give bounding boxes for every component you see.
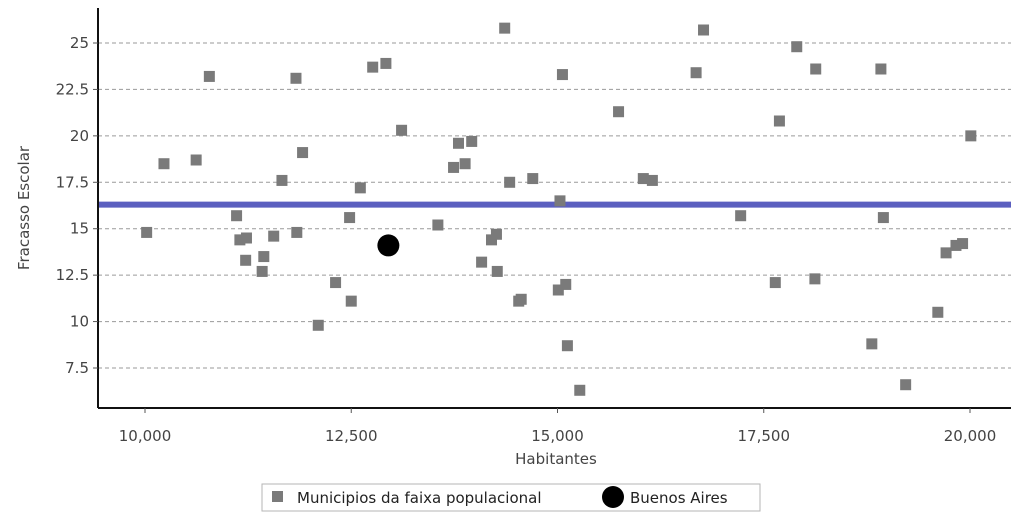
- municipio-point: [276, 174, 288, 186]
- municipio-point: [791, 41, 803, 53]
- legend-circle-marker: [602, 486, 624, 508]
- municipio-point: [234, 234, 246, 246]
- municipio-point: [432, 219, 444, 231]
- municipio-point: [476, 256, 488, 268]
- y-tick-label: 10: [70, 313, 89, 331]
- municipio-point: [486, 234, 497, 246]
- municipio-point: [396, 124, 408, 136]
- y-tick-labels: 7.5 10 12.5 15 17.5 20 22.5 25: [56, 34, 98, 377]
- municipio-point: [690, 67, 702, 79]
- municipio-point: [268, 230, 280, 242]
- x-tick-label: 15,000: [531, 427, 584, 445]
- municipio-point: [574, 384, 586, 396]
- municipio-point: [291, 226, 303, 238]
- municipio-point: [354, 182, 366, 194]
- municipio-point: [637, 173, 649, 185]
- legend-label-buenos-aires: Buenos Aires: [630, 489, 728, 507]
- municipio-point: [877, 212, 889, 224]
- municipio-point: [297, 147, 309, 159]
- municipio-point: [203, 70, 215, 82]
- municipio-point: [810, 63, 822, 75]
- y-tick-label: 20: [70, 127, 89, 145]
- municipio-point: [344, 212, 356, 224]
- municipio-point: [504, 176, 516, 188]
- municipio-point: [613, 106, 625, 118]
- municipio-point: [345, 295, 357, 307]
- municipio-point: [561, 340, 573, 352]
- buenos-aires-point: [377, 234, 400, 257]
- municipio-point: [552, 284, 564, 296]
- municipio-point: [312, 319, 324, 331]
- y-tick-label: 7.5: [65, 359, 89, 377]
- municipio-point: [499, 22, 511, 34]
- municipio-point: [240, 254, 252, 266]
- x-tick-label: 17,500: [738, 427, 791, 445]
- municipio-point: [459, 158, 471, 170]
- x-tick-labels: 10,000 12,500 15,000 17,500 20,000: [119, 408, 997, 445]
- y-tick-label: 12.5: [56, 266, 89, 284]
- municipio-point: [957, 238, 969, 250]
- data-points: [141, 22, 977, 396]
- legend-box: [261, 483, 761, 512]
- municipio-point: [900, 379, 912, 391]
- municipio-point: [330, 277, 342, 289]
- municipio-point: [491, 265, 503, 277]
- axes: [97, 8, 1011, 409]
- municipio-point: [698, 24, 710, 36]
- y-tick-label: 15: [70, 220, 89, 238]
- municipio-point: [769, 277, 781, 289]
- grid-lines: [98, 42, 1011, 369]
- municipio-point: [231, 210, 243, 222]
- municipio-point: [554, 195, 566, 207]
- legend-label-municipios: Municipios da faixa populacional: [297, 489, 542, 507]
- municipio-point: [258, 251, 270, 263]
- municipio-point: [940, 247, 952, 259]
- municipio-point: [965, 130, 977, 142]
- municipio-point: [875, 63, 887, 75]
- x-tick-label: 12,500: [325, 427, 378, 445]
- municipio-point: [141, 226, 153, 238]
- municipio-point: [809, 273, 821, 285]
- municipio-point: [932, 306, 944, 318]
- x-axis-title: Habitantes: [515, 450, 597, 468]
- x-tick-label: 10,000: [119, 427, 172, 445]
- legend: Municipios da faixa populacional Buenos …: [261, 483, 761, 512]
- municipio-point: [556, 69, 568, 81]
- municipio-point: [448, 161, 460, 173]
- municipio-point: [380, 57, 392, 69]
- municipio-point: [190, 154, 202, 166]
- municipio-point: [866, 338, 878, 350]
- municipio-point: [453, 137, 464, 149]
- y-tick-label: 17.5: [56, 173, 89, 191]
- municipio-point: [367, 61, 379, 73]
- municipio-point: [240, 232, 252, 244]
- municipio-point: [735, 210, 747, 222]
- legend-square-marker: [272, 491, 283, 502]
- municipio-point: [256, 265, 268, 277]
- municipio-point: [515, 293, 527, 305]
- municipio-point: [950, 239, 962, 251]
- y-tick-label: 25: [70, 34, 89, 52]
- x-tick-label: 20,000: [944, 427, 997, 445]
- municipio-point: [527, 173, 539, 185]
- municipio-point: [466, 135, 478, 147]
- municipio-point: [290, 72, 302, 84]
- municipio-point: [646, 174, 658, 186]
- y-tick-label: 22.5: [56, 80, 89, 98]
- municipio-point: [490, 228, 502, 240]
- y-axis-title: Fracasso Escolar: [15, 145, 33, 270]
- municipio-point: [158, 158, 170, 170]
- municipio-point: [560, 278, 572, 290]
- municipio-point: [773, 115, 785, 127]
